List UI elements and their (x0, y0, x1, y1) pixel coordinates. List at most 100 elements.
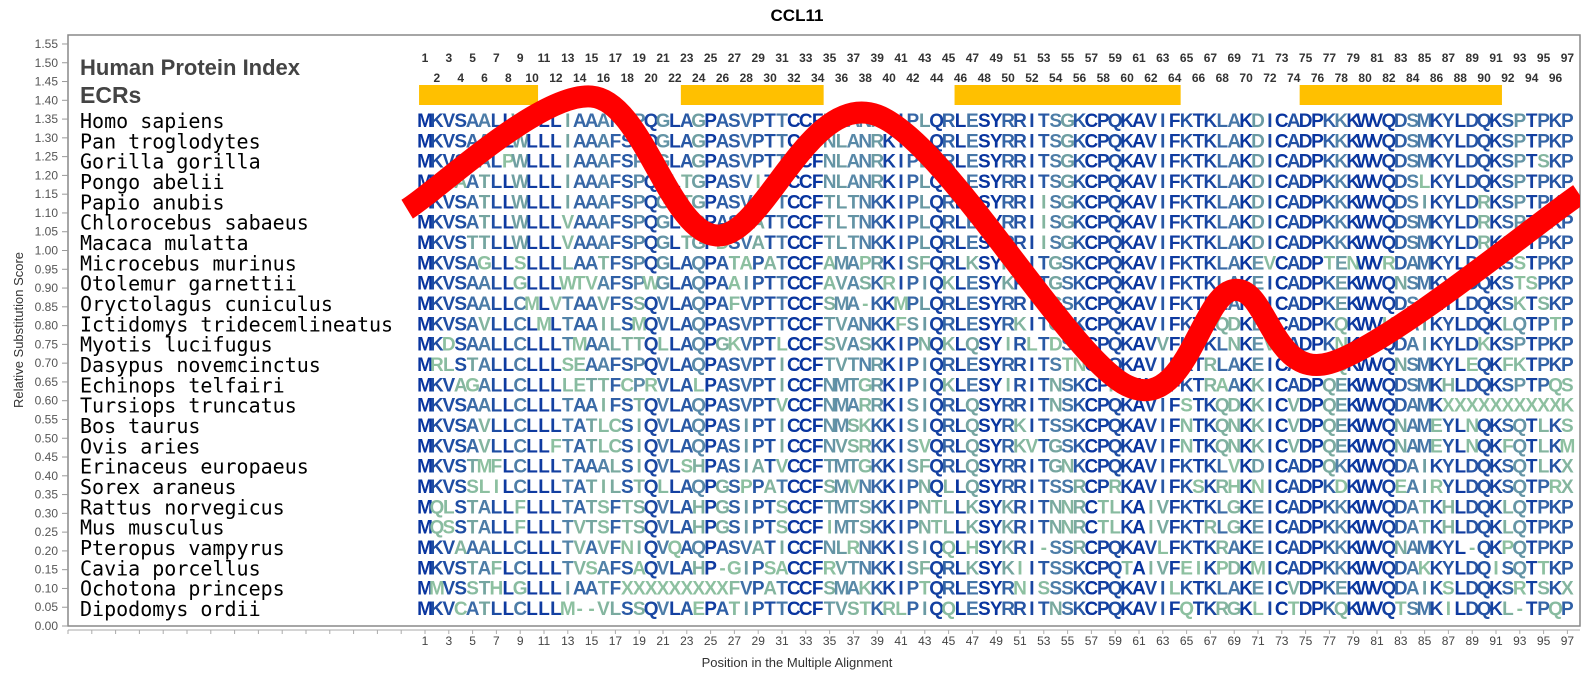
residue: F (514, 518, 526, 539)
residue: S (728, 457, 741, 478)
residue: E (966, 152, 979, 173)
residue: L (502, 436, 514, 457)
residue: S (454, 233, 467, 254)
residue: K (1549, 538, 1563, 559)
residue: P (1311, 477, 1324, 498)
residue: K (870, 436, 884, 457)
protein-index-number: 56 (1073, 71, 1087, 85)
sequence-row: MKVSAVLLCLLFTATLCS IQVLAQPAS I PT I CCFNVSRKK… (417, 436, 1575, 457)
residue: I (1029, 396, 1034, 417)
residue: I (1267, 416, 1272, 437)
sequence-row: MKVSAALLCLLLTAA I FSTQVLAQPASVPTVCCFNMARRK… (417, 396, 1574, 417)
residue: A (573, 457, 587, 478)
y-axis: 0.000.050.100.150.200.250.300.350.400.45… (35, 37, 68, 633)
residue: Q (965, 396, 980, 417)
protein-index-number: 93 (1513, 51, 1527, 65)
residue: T (633, 396, 645, 417)
residue: A (1132, 213, 1146, 234)
residue: C (513, 558, 527, 579)
residue: P (752, 111, 765, 132)
residue: P (907, 335, 920, 356)
residue: S (621, 172, 634, 193)
residue: A (1287, 233, 1301, 254)
residue: L (538, 457, 550, 478)
residue: W (1356, 416, 1374, 437)
residue: K (870, 335, 884, 356)
residue: V (740, 233, 753, 254)
residue: K (1549, 355, 1563, 376)
residue: A (847, 152, 861, 173)
residue: L (955, 599, 967, 620)
residue: Q (1382, 457, 1397, 478)
x-tick-label: 95 (1537, 634, 1551, 648)
residue: L (491, 518, 503, 539)
residue: P (704, 294, 717, 315)
residue: M (1417, 355, 1433, 376)
residue: C (1275, 131, 1289, 152)
residue: V (657, 314, 670, 335)
residue: K (1346, 294, 1360, 315)
residue: A (1132, 599, 1146, 620)
residue: D (1394, 579, 1408, 600)
residue: Q (1512, 558, 1527, 579)
residue: N (858, 152, 872, 173)
residue: F (812, 253, 824, 274)
residue: S (442, 518, 455, 539)
residue: K (1430, 314, 1444, 335)
residue: P (740, 477, 753, 498)
residue: P (1311, 436, 1324, 457)
residue: P (1311, 579, 1324, 600)
residue: S (1049, 477, 1062, 498)
residue: K (430, 538, 444, 559)
residue: - (1517, 599, 1523, 620)
residue: C (799, 497, 813, 518)
residue: K (1073, 253, 1087, 274)
residue: Q (1477, 172, 1492, 193)
residue: R (942, 355, 956, 376)
residue: K (1430, 152, 1444, 173)
residue: K (1334, 152, 1348, 173)
residue: Q (941, 538, 956, 559)
residue: F (812, 314, 824, 335)
residue: C (1085, 375, 1099, 396)
residue: D (1465, 497, 1479, 518)
y-tick-label: 0.50 (35, 431, 59, 445)
residue: K (1334, 518, 1348, 539)
residue: Y (990, 131, 1003, 152)
residue: L (538, 416, 550, 437)
residue: P (752, 477, 765, 498)
residue: C (1085, 253, 1099, 274)
residue: K (870, 497, 884, 518)
residue: C (799, 274, 813, 295)
residue: K (1180, 274, 1194, 295)
residue: L (1454, 355, 1466, 376)
residue: I (898, 579, 903, 600)
residue: S (978, 111, 991, 132)
residue: V (740, 294, 753, 315)
residue: M (417, 314, 433, 335)
residue: M (834, 457, 850, 478)
residue: K (1323, 497, 1337, 518)
residue: E (1335, 375, 1348, 396)
residue: A (466, 396, 480, 417)
residue: F (1169, 599, 1181, 620)
residue: L (669, 131, 681, 152)
residue: H (692, 497, 706, 518)
residue: K (1489, 416, 1503, 437)
residue: T (848, 192, 860, 213)
residue: G (715, 518, 730, 539)
residue: L (538, 274, 550, 295)
residue: M (477, 457, 493, 478)
residue: D (1394, 192, 1408, 213)
residue: L (669, 233, 681, 254)
residue: K (1239, 538, 1253, 559)
residue: S (859, 518, 872, 539)
residue: N (858, 355, 872, 376)
residue: T (764, 416, 776, 437)
residue: I (1148, 497, 1153, 518)
residue: R (1477, 213, 1491, 234)
residue: A (585, 579, 599, 600)
residue: P (907, 599, 920, 620)
residue: S (859, 497, 872, 518)
residue: R (942, 233, 956, 254)
